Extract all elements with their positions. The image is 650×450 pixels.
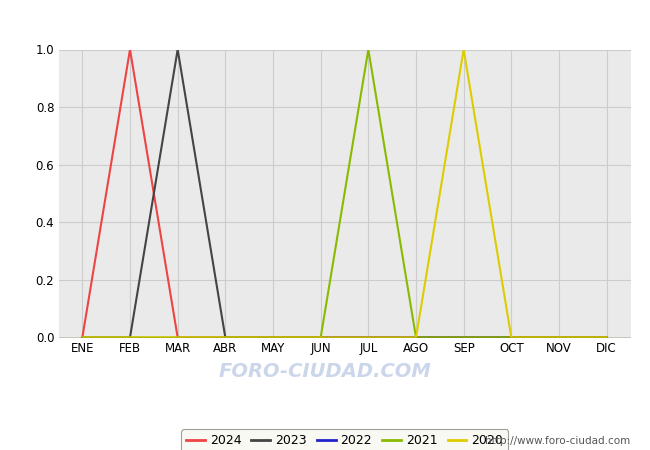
2021 (412, 335, 420, 340)
2024 (555, 335, 563, 340)
2022 (174, 335, 181, 340)
Line: 2023: 2023 (83, 50, 606, 338)
Line: 2021: 2021 (83, 50, 606, 338)
2023 (222, 335, 229, 340)
2021 (603, 335, 610, 340)
2022 (317, 335, 324, 340)
2023 (508, 335, 515, 340)
2024 (317, 335, 324, 340)
2021 (79, 335, 86, 340)
2024 (412, 335, 420, 340)
Legend: 2024, 2023, 2022, 2021, 2020: 2024, 2023, 2022, 2021, 2020 (181, 429, 508, 450)
2023 (79, 335, 86, 340)
Text: FORO-CIUDAD.COM: FORO-CIUDAD.COM (218, 362, 432, 381)
2024 (269, 335, 277, 340)
2023 (555, 335, 563, 340)
2020 (269, 335, 277, 340)
2021 (317, 335, 324, 340)
2023 (126, 335, 134, 340)
2022 (79, 335, 86, 340)
2020 (317, 335, 324, 340)
2021 (269, 335, 277, 340)
2020 (126, 335, 134, 340)
2021 (460, 335, 467, 340)
Text: http://www.foro-ciudad.com: http://www.foro-ciudad.com (486, 436, 630, 446)
2023 (317, 335, 324, 340)
2022 (365, 335, 372, 340)
2020 (555, 335, 563, 340)
2023 (269, 335, 277, 340)
2024 (222, 335, 229, 340)
2022 (126, 335, 134, 340)
2020 (603, 335, 610, 340)
2024 (508, 335, 515, 340)
2021 (508, 335, 515, 340)
2022 (508, 335, 515, 340)
2021 (222, 335, 229, 340)
2020 (222, 335, 229, 340)
2024 (79, 335, 86, 340)
2022 (555, 335, 563, 340)
2023 (460, 335, 467, 340)
2022 (269, 335, 277, 340)
2021 (174, 335, 181, 340)
2024 (126, 47, 134, 52)
2024 (460, 335, 467, 340)
2022 (603, 335, 610, 340)
2024 (603, 335, 610, 340)
2022 (222, 335, 229, 340)
2023 (365, 335, 372, 340)
2024 (365, 335, 372, 340)
Line: 2020: 2020 (83, 50, 606, 338)
2021 (365, 47, 372, 52)
2020 (460, 47, 467, 52)
2020 (79, 335, 86, 340)
Line: 2024: 2024 (83, 50, 606, 338)
2023 (174, 47, 181, 52)
2020 (508, 335, 515, 340)
Text: Matriculaciones de Vehiculos en Puertomingalvo: Matriculaciones de Vehiculos en Puertomi… (124, 11, 526, 29)
2020 (412, 335, 420, 340)
2020 (365, 335, 372, 340)
2021 (555, 335, 563, 340)
2023 (603, 335, 610, 340)
2024 (174, 335, 181, 340)
2020 (174, 335, 181, 340)
2022 (412, 335, 420, 340)
2021 (126, 335, 134, 340)
2022 (460, 335, 467, 340)
2023 (412, 335, 420, 340)
